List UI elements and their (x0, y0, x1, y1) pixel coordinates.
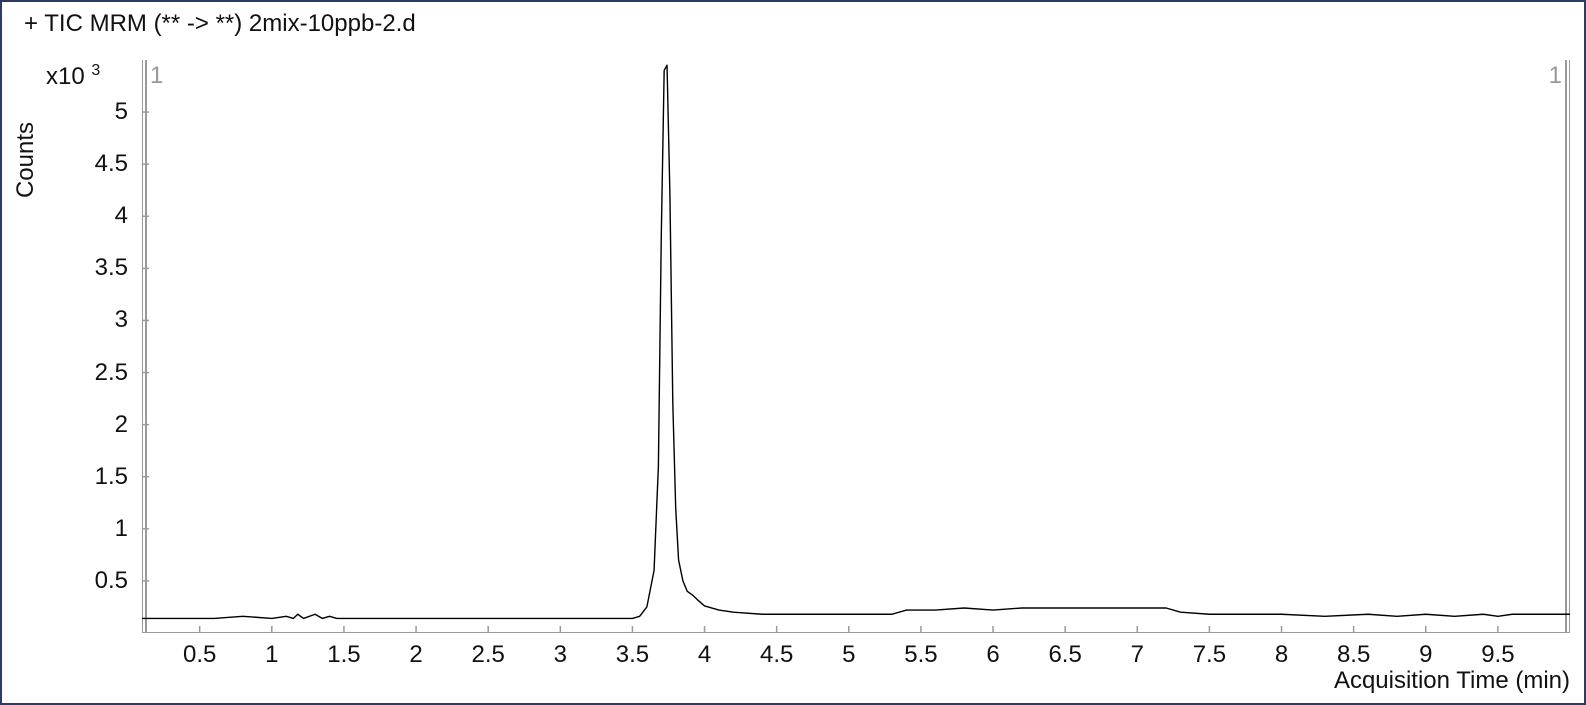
y-tick-label: 1 (115, 515, 128, 543)
x-tick-label: 1 (265, 641, 278, 669)
y-tick-label: 4 (115, 202, 128, 230)
x-tick-label: 9 (1419, 641, 1432, 669)
x-tick-label: 6.5 (1048, 641, 1081, 669)
x-tick-label: 2 (409, 641, 422, 669)
x-tick-label: 3 (554, 641, 567, 669)
x-tick-label: 4 (698, 641, 711, 669)
y-tick-label: 2 (115, 411, 128, 439)
chart-title: + TIC MRM (** -> **) 2mix-10ppb-2.d (24, 10, 416, 38)
x-axis-label: Acquisition Time (min) (1334, 667, 1570, 695)
x-tick-label: 5 (842, 641, 855, 669)
x-tick-label: 8.5 (1337, 641, 1370, 669)
y-tick-label: 3 (115, 306, 128, 334)
chart-frame: + TIC MRM (** -> **) 2mix-10ppb-2.d Coun… (0, 0, 1586, 705)
y-exponent-label: x10 3 (46, 62, 100, 91)
y-exponent-value: 3 (91, 62, 100, 79)
y-tick-label: 5 (115, 98, 128, 126)
y-tick-label: 0.5 (95, 567, 128, 595)
x-tick-label: 8 (1275, 641, 1288, 669)
x-tick-label: 3.5 (616, 641, 649, 669)
x-tick-label: 6 (986, 641, 999, 669)
plot-area[interactable]: 0.511.522.533.544.550.511.522.533.544.55… (142, 60, 1570, 633)
x-tick-label: 9.5 (1481, 641, 1514, 669)
x-tick-label: 0.5 (183, 641, 216, 669)
x-tick-label: 2.5 (471, 641, 504, 669)
y-axis-label: Counts (12, 122, 40, 198)
x-tick-label: 1.5 (327, 641, 360, 669)
x-tick-label: 7.5 (1193, 641, 1226, 669)
y-tick-label: 4.5 (95, 150, 128, 178)
y-tick-label: 3.5 (95, 254, 128, 282)
y-tick-label: 2.5 (95, 359, 128, 387)
x-tick-label: 7 (1131, 641, 1144, 669)
x-tick-label: 4.5 (760, 641, 793, 669)
y-tick-label: 1.5 (95, 463, 128, 491)
x-tick-label: 5.5 (904, 641, 937, 669)
y-exponent-prefix: x10 (46, 63, 85, 90)
